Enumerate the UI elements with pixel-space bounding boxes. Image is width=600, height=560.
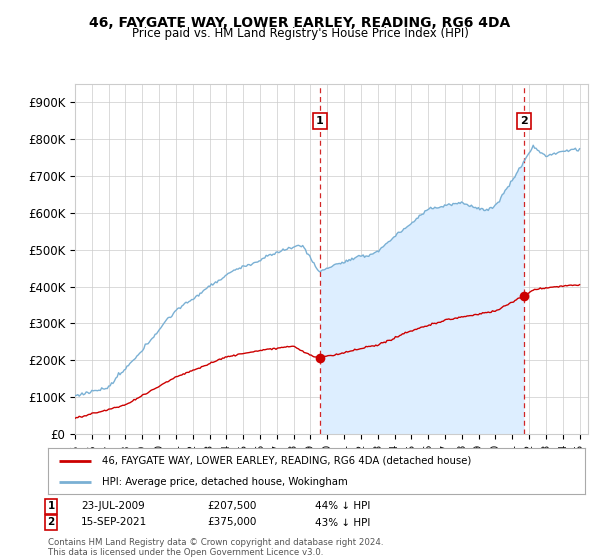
- Text: 1: 1: [316, 116, 324, 126]
- Text: £207,500: £207,500: [207, 501, 256, 511]
- Text: 2: 2: [47, 517, 55, 528]
- Text: Contains HM Land Registry data © Crown copyright and database right 2024.
This d: Contains HM Land Registry data © Crown c…: [48, 538, 383, 557]
- Text: £375,000: £375,000: [207, 517, 256, 528]
- Text: 46, FAYGATE WAY, LOWER EARLEY, READING, RG6 4DA: 46, FAYGATE WAY, LOWER EARLEY, READING, …: [89, 16, 511, 30]
- Text: Price paid vs. HM Land Registry's House Price Index (HPI): Price paid vs. HM Land Registry's House …: [131, 27, 469, 40]
- Text: 46, FAYGATE WAY, LOWER EARLEY, READING, RG6 4DA (detached house): 46, FAYGATE WAY, LOWER EARLEY, READING, …: [102, 456, 471, 466]
- Text: 1: 1: [47, 501, 55, 511]
- Text: HPI: Average price, detached house, Wokingham: HPI: Average price, detached house, Woki…: [102, 478, 347, 487]
- Text: 43% ↓ HPI: 43% ↓ HPI: [315, 517, 370, 528]
- Text: 23-JUL-2009: 23-JUL-2009: [81, 501, 145, 511]
- Text: 2: 2: [520, 116, 528, 126]
- Text: 44% ↓ HPI: 44% ↓ HPI: [315, 501, 370, 511]
- Text: 15-SEP-2021: 15-SEP-2021: [81, 517, 147, 528]
